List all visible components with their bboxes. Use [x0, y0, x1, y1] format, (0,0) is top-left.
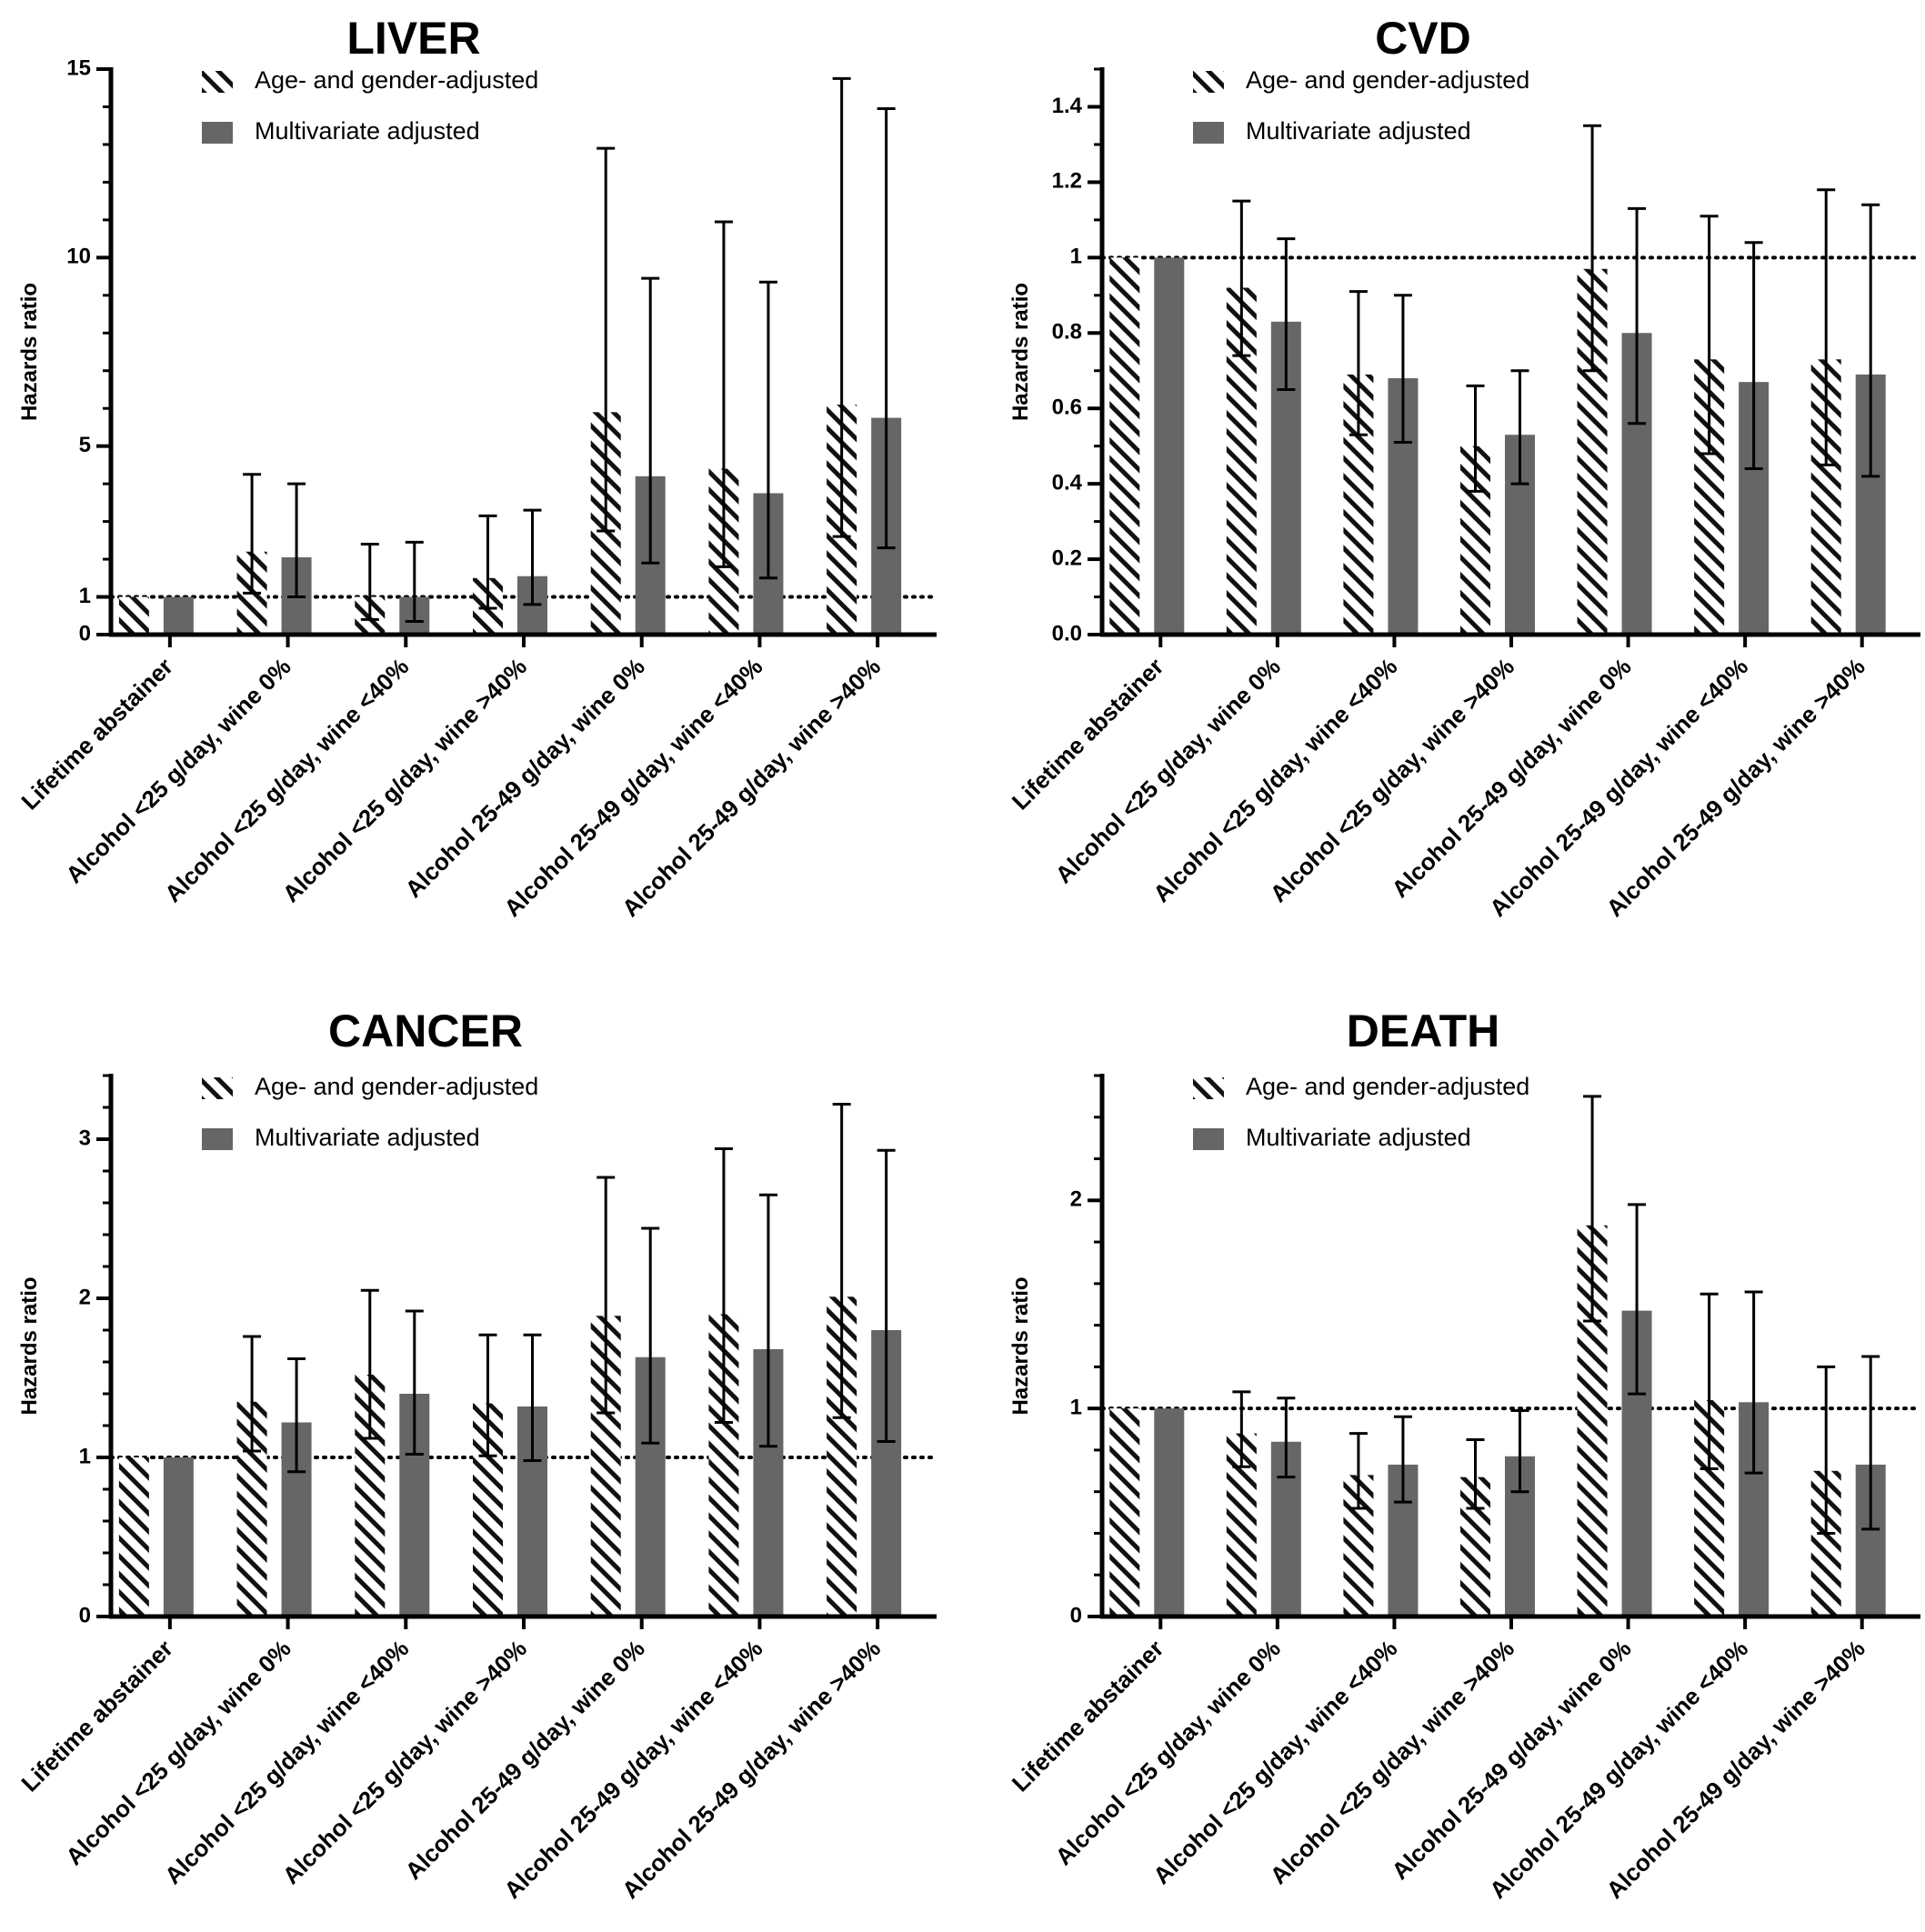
y-tick-label: 2	[1070, 1187, 1082, 1212]
y-tick-label: 0.0	[1052, 621, 1082, 646]
x-tick-label: Alcohol 25-49 g/day, wine >40%	[1601, 653, 1870, 922]
x-tick-label: Alcohol 25-49 g/day, wine 0%	[1386, 1635, 1636, 1885]
legend-swatch-multivariate	[202, 122, 233, 144]
panel-title: CVD	[1375, 13, 1471, 64]
x-tick-label: Alcohol <25 g/day, wine <40%	[1148, 1635, 1402, 1889]
y-tick-label: 1	[79, 1444, 91, 1468]
y-tick-label: 0.2	[1052, 546, 1082, 570]
legend-swatch-age-gender	[1193, 1077, 1224, 1099]
x-tick-label: Alcohol 25-49 g/day, wine >40%	[617, 1635, 886, 1904]
legend-swatch-multivariate	[202, 1128, 233, 1150]
x-tick-label: Alcohol <25 g/day, wine <40%	[159, 1635, 414, 1889]
x-tick-label: Alcohol <25 g/day, wine 0%	[1050, 653, 1286, 888]
legend-label-multivariate: Multivariate adjusted	[255, 117, 480, 145]
x-tick-label: Alcohol 25-49 g/day, wine 0%	[400, 653, 650, 903]
age-gender-bar	[1109, 1408, 1140, 1617]
y-tick-label: 0	[79, 621, 91, 646]
panel-title: LIVER	[346, 13, 480, 64]
y-tick-label: 0.4	[1052, 470, 1083, 495]
legend-label-multivariate: Multivariate adjusted	[255, 1124, 480, 1151]
y-tick-label: 1	[1070, 245, 1082, 269]
y-tick-label: 1	[79, 584, 91, 608]
y-tick-label: 5	[79, 433, 91, 457]
y-tick-label: 10	[66, 245, 91, 269]
x-tick-label: Alcohol <25 g/day, wine >40%	[1265, 653, 1519, 907]
y-tick-label: 1.2	[1052, 169, 1082, 194]
legend-label-age-gender: Age- and gender-adjusted	[1246, 1073, 1529, 1100]
multivariate-bar	[1154, 1408, 1185, 1617]
multivariate-bar	[163, 596, 194, 635]
x-tick-label: Alcohol 25-49 g/day, wine 0%	[1386, 653, 1636, 903]
y-tick-label: 2	[79, 1285, 91, 1309]
y-axis-label: Hazards ratio	[1008, 283, 1033, 421]
x-tick-label: Alcohol <25 g/day, wine <40%	[159, 653, 414, 907]
y-axis-label: Hazards ratio	[17, 1276, 42, 1415]
x-tick-label: Alcohol <25 g/day, wine 0%	[1050, 1635, 1286, 1870]
x-tick-label: Alcohol 25-49 g/day, wine <40%	[1484, 653, 1753, 922]
x-tick-label: Alcohol 25-49 g/day, wine <40%	[498, 653, 767, 922]
legend-swatch-multivariate	[1193, 1128, 1224, 1150]
x-tick-label: Alcohol 25-49 g/day, wine <40%	[1484, 1635, 1753, 1904]
y-tick-label: 15	[66, 55, 91, 80]
legend-swatch-age-gender	[202, 71, 233, 93]
panel-title: DEATH	[1347, 1006, 1500, 1056]
x-tick-label: Alcohol 25-49 g/day, wine <40%	[498, 1635, 767, 1904]
multivariate-bar	[163, 1457, 194, 1617]
x-tick-label: Alcohol <25 g/day, wine >40%	[277, 1635, 532, 1889]
legend-label-multivariate: Multivariate adjusted	[1246, 117, 1471, 145]
y-tick-label: 0	[79, 1603, 91, 1627]
y-axis-label: Hazards ratio	[1008, 1276, 1033, 1415]
y-tick-label: 1	[1070, 1395, 1082, 1419]
legend-label-age-gender: Age- and gender-adjusted	[255, 1073, 538, 1100]
legend-swatch-multivariate	[1193, 122, 1224, 144]
y-tick-label: 0.8	[1052, 320, 1082, 345]
y-tick-label: 0	[1070, 1603, 1082, 1627]
y-tick-label: 1.4	[1052, 94, 1083, 118]
age-gender-bar	[1109, 257, 1140, 635]
x-tick-label: Alcohol <25 g/day, wine 0%	[60, 653, 296, 888]
y-tick-label: 3	[79, 1126, 91, 1150]
panel-title: CANCER	[328, 1006, 523, 1056]
y-tick-label: 0.6	[1052, 395, 1082, 420]
x-tick-label: Alcohol <25 g/day, wine >40%	[277, 653, 532, 907]
y-axis-label: Hazards ratio	[17, 283, 42, 421]
legend-label-age-gender: Age- and gender-adjusted	[255, 66, 538, 94]
legend-label-multivariate: Multivariate adjusted	[1246, 1124, 1471, 1151]
age-gender-bar	[118, 1457, 149, 1617]
x-tick-label: Alcohol 25-49 g/day, wine 0%	[400, 1635, 650, 1885]
x-tick-label: Alcohol <25 g/day, wine <40%	[1148, 653, 1402, 907]
x-tick-label: Alcohol <25 g/day, wine 0%	[60, 1635, 296, 1870]
x-tick-label: Alcohol 25-49 g/day, wine >40%	[1601, 1635, 1870, 1904]
legend-label-age-gender: Age- and gender-adjusted	[1246, 66, 1529, 94]
multivariate-bar	[1154, 257, 1185, 635]
x-tick-label: Alcohol 25-49 g/day, wine >40%	[617, 653, 886, 922]
legend-swatch-age-gender	[202, 1077, 233, 1099]
x-tick-label: Alcohol <25 g/day, wine >40%	[1265, 1635, 1519, 1889]
legend-swatch-age-gender	[1193, 71, 1224, 93]
age-gender-bar	[118, 596, 149, 635]
